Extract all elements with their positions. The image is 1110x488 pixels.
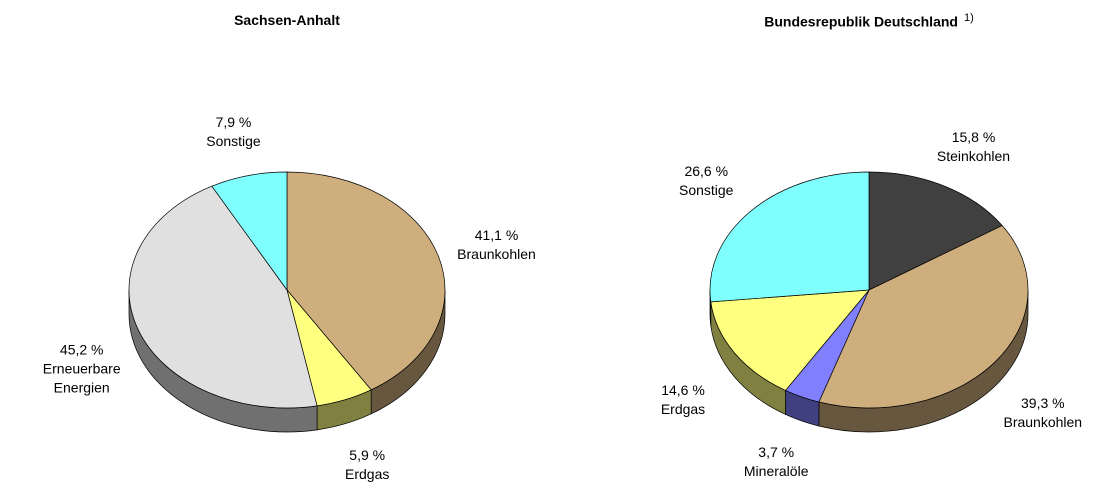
slice xyxy=(286,171,446,391)
category-label: Sonstige xyxy=(206,133,261,150)
chart-title: Sachsen-Anhalt xyxy=(234,12,340,28)
data-label: 14,6 % Erdgas xyxy=(623,381,743,419)
data-label: 45,2 % Erneuerbare Energien xyxy=(22,340,142,397)
chart-title: Bundesrepublik Deutschland 1) xyxy=(764,12,973,30)
value-label: 15,8 % xyxy=(951,128,996,145)
slice xyxy=(709,171,870,303)
value-label: 41,1 % xyxy=(474,226,519,243)
slice xyxy=(211,171,288,292)
data-label: 26,6 % Sonstige xyxy=(646,162,766,200)
slice xyxy=(128,185,318,409)
slice xyxy=(710,289,870,391)
value-label: 45,2 % xyxy=(59,341,104,358)
category-label: Erneuerbare Energien xyxy=(42,360,121,396)
category-label: Sonstige xyxy=(678,181,734,198)
data-label: 41,1 % Braunkohlen xyxy=(436,226,556,264)
value-label: 14,6 % xyxy=(661,382,705,399)
data-label: 15,8 % Steinkohlen xyxy=(913,128,1033,166)
slice xyxy=(868,171,1003,291)
data-label: 39,3 % Braunkohlen xyxy=(983,394,1103,432)
category-label: Mineralöle xyxy=(743,462,809,479)
value-label: 3,7 % xyxy=(758,443,795,460)
data-label: 5,9 % Erdgas xyxy=(307,446,427,484)
data-label: 3,7 % Mineralöle xyxy=(716,443,836,481)
category-label: Erdgas xyxy=(345,466,390,483)
value-label: 39,3 % xyxy=(1021,395,1065,412)
slice xyxy=(818,225,1029,409)
value-label: 7,9 % xyxy=(215,114,252,131)
value-label: 26,6 % xyxy=(684,162,729,179)
value-label: 5,9 % xyxy=(349,447,386,464)
category-label: Braunkohlen xyxy=(1003,414,1083,431)
title-note: 1) xyxy=(963,12,974,24)
chart-title-text: Bundesrepublik Deutschland xyxy=(764,13,958,30)
category-label: Braunkohlen xyxy=(457,245,536,262)
category-label: Erdgas xyxy=(660,401,706,418)
category-label: Steinkohlen xyxy=(936,147,1011,164)
data-label: 7,9 % Sonstige xyxy=(173,113,293,151)
